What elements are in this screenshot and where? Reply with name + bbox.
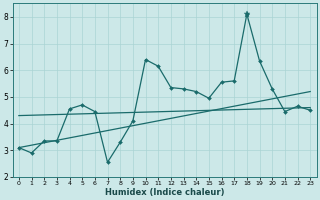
X-axis label: Humidex (Indice chaleur): Humidex (Indice chaleur) [105, 188, 224, 197]
